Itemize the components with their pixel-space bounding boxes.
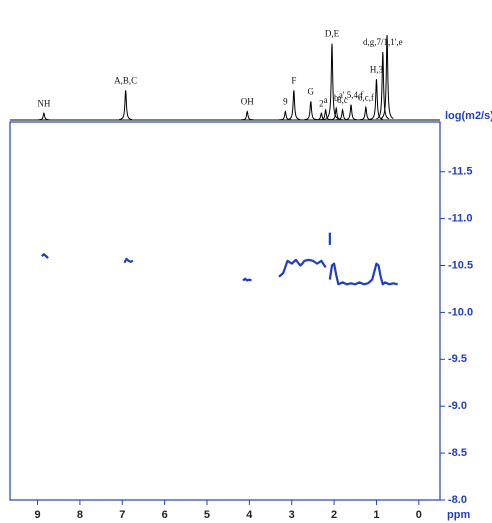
x-tick-label: 8 [77, 509, 83, 521]
peak-label: G [308, 86, 315, 96]
x-tick-label: 6 [162, 509, 168, 521]
spectrum-peak [325, 43, 339, 120]
peak-label: 2 [319, 98, 324, 108]
x-tick-label: 9 [34, 509, 40, 521]
peak-label: a',5,4,f [339, 90, 363, 100]
x-tick-label: 4 [246, 509, 253, 521]
y-tick-label: -10.5 [448, 259, 473, 271]
peak-label: A,B,C [114, 75, 137, 85]
y-tick-label: -11.0 [448, 213, 472, 225]
x-tick-label: 2 [331, 509, 337, 521]
spectrum-peak [37, 112, 51, 121]
x-tick-label: 7 [119, 509, 125, 521]
y-tick-label: -8.5 [448, 447, 467, 459]
dosy-signal [41, 253, 49, 259]
x-tick-label: 1 [373, 509, 379, 521]
peak-label: d,g,7/1,1',e [363, 37, 403, 47]
dosy-signal [123, 257, 134, 264]
y-axis-label: log(m2/s) [445, 110, 492, 122]
y-tick-label: -10.0 [448, 306, 473, 318]
spectrum-peak [287, 90, 301, 120]
peak-label: H,3 [370, 64, 384, 74]
x-axis-label: ppm [447, 509, 470, 521]
peak-label: OH [241, 97, 254, 107]
x-tick-label: 5 [204, 509, 210, 521]
peak-label: a [324, 95, 328, 105]
y-tick-label: -9.5 [448, 353, 467, 365]
spectrum-peak [344, 104, 358, 121]
peak-label: 9 [283, 97, 288, 107]
peak-label: 6,c,f [358, 92, 374, 102]
spectrum-peak [240, 110, 254, 121]
spectrum-peak [359, 105, 373, 121]
spectrum-peak [304, 101, 318, 121]
x-tick-label: 0 [416, 509, 422, 521]
spectrum-peak [119, 90, 133, 120]
spectrum-peak [278, 110, 292, 121]
dosy-signal [278, 258, 327, 278]
spectrum-peak [314, 112, 328, 121]
spectrum-peak [376, 51, 390, 120]
peak-label: NH [37, 98, 50, 108]
peak-label: 8,c [337, 95, 348, 105]
y-tick-label: -8.0 [448, 494, 467, 506]
dosy-signal [242, 277, 252, 282]
dosy-signal [328, 262, 398, 286]
plot-frame [9, 121, 441, 501]
peak-label: F [291, 75, 296, 85]
y-tick-label: -11.5 [448, 166, 472, 178]
peak-label: b [334, 93, 339, 103]
peak-label: D,E [325, 29, 340, 39]
y-tick-label: -9.0 [448, 400, 467, 412]
spectrum-peak [380, 34, 394, 119]
spectrum-peak [329, 106, 343, 121]
x-tick-label: 3 [289, 509, 295, 521]
